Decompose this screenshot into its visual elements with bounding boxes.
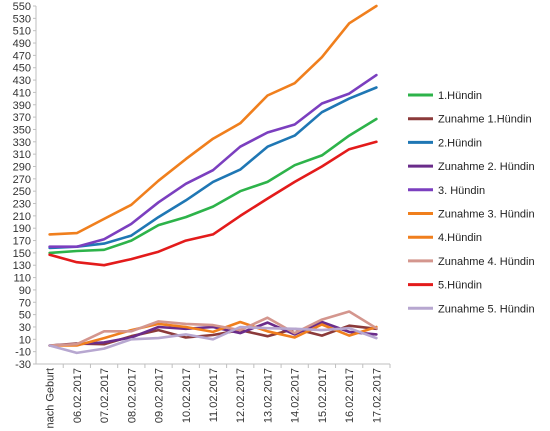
series-line [48,325,378,355]
series-line [48,73,378,248]
series-line [48,140,378,267]
x-tick-label: nach Geburt [45,368,57,429]
y-tick-label: 270 [13,174,31,186]
y-tick-label: 330 [13,137,31,149]
y-tick-label: 30 [19,322,31,334]
series-line [48,86,378,250]
x-tick-label: 12.02.2017 [235,368,247,423]
y-tick-label: 130 [13,260,31,272]
y-tick-label: 310 [13,149,31,161]
legend: 1.Hündin Zunahme 1.Hündin 2.Hündin Zunahme … [408,90,535,315]
x-tick-label: 09.02.2017 [154,368,166,423]
y-tick-label: 50 [19,310,31,322]
x-tick-label: 06.02.2017 [72,368,84,423]
y-tick-label: 430 [13,75,31,87]
y-tick-label: 510 [13,26,31,38]
legend-label: 2.Hündin [438,137,482,149]
y-tick-label: 530 [13,13,31,25]
legend-label: Zunahme 4. Hündin [438,256,535,268]
legend-label: Zunahme 3. Hündin [438,209,535,221]
y-tick-label: 390 [13,100,31,112]
x-tick-label: 07.02.2017 [99,368,111,423]
legend-label: Zunahme 2. Hündin [438,161,535,173]
series-line [48,117,378,255]
y-tick-label: -30 [15,359,31,371]
x-tick-label: 14.02.2017 [290,368,302,423]
y-tick-label: 470 [13,50,31,62]
series-line [48,320,378,347]
legend-label: 3. Hündin [438,185,485,197]
legend-label: 5.Hündin [438,280,482,292]
y-tick-label: 230 [13,199,31,211]
y-tick-label: 410 [13,87,31,99]
y-tick-label: 110 [13,273,31,285]
series-line [48,320,378,347]
y-tick-label: 150 [13,248,31,260]
y-tick-label: 350 [13,124,31,136]
legend-label: Zunahme 1.Hündin [438,114,532,126]
y-tick-label: -10 [15,347,31,359]
y-tick-label: 450 [13,63,31,75]
legend-label: Zunahme 5. Hündin [438,303,535,315]
y-tick-label: 70 [19,297,31,309]
x-tick-label: 16.02.2017 [344,368,356,423]
plot-series [48,4,378,355]
y-tick-label: 250 [13,186,31,198]
legend-label: 4.Hündin [438,232,482,244]
y-tick-label: 370 [13,112,31,124]
x-tick-label: 15.02.2017 [317,368,329,423]
x-tick-label: 17.02.2017 [371,368,383,423]
x-tick-label: 10.02.2017 [181,368,193,423]
y-tick-label: 190 [13,223,31,235]
y-tick-label: 290 [13,161,31,173]
y-tick-label: 550 [13,1,31,13]
x-tick-label: 11.02.2017 [208,368,220,422]
y-tick-label: 210 [13,211,31,223]
x-tick-label: 08.02.2017 [126,368,138,423]
y-tick-label: 170 [13,236,31,248]
x-axis-ticks: nach Geburt 06.02.2017 07.02.2017 08.02.201… [45,364,391,429]
series-line [48,324,378,347]
y-tick-label: 10 [19,334,31,346]
series-line [48,4,378,236]
legend-label: 1.Hündin [438,90,482,102]
y-axis-ticks: -30-101030507090110130150170190210230250… [13,1,36,371]
y-tick-label: 90 [19,285,31,297]
x-tick-label: 13.02.2017 [262,368,274,423]
y-tick-label: 490 [13,38,31,50]
series-line [48,310,378,347]
